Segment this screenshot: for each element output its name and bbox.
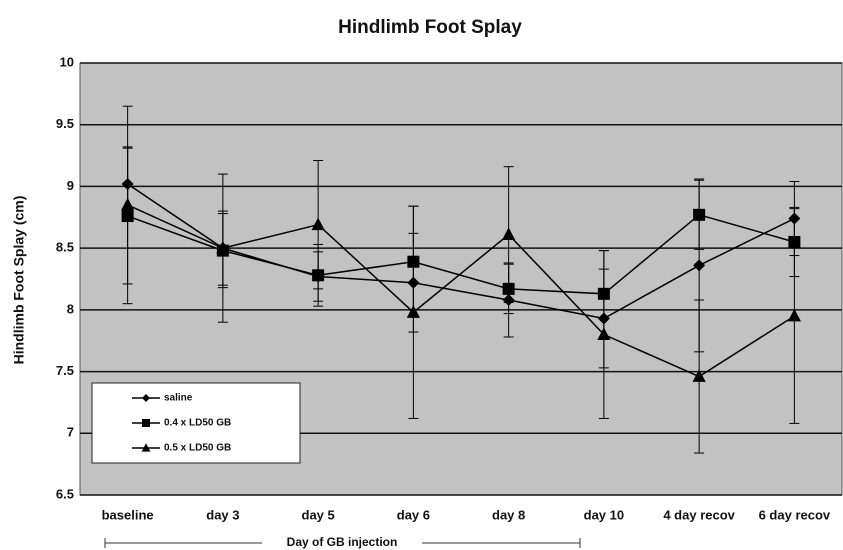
x-tick-label: day 8 <box>492 507 525 522</box>
y-tick-label: 8 <box>67 301 74 316</box>
label-background <box>262 534 422 550</box>
x-tick-label: day 5 <box>302 507 335 522</box>
y-tick-label: 8.5 <box>56 240 74 255</box>
marker <box>121 197 135 211</box>
legend <box>91 382 301 464</box>
legend-label: saline <box>164 393 193 404</box>
y-tick-label: 10 <box>60 54 74 69</box>
marker <box>502 227 516 240</box>
y-tick-label: 6.5 <box>56 486 74 501</box>
y-tick-label: 9.5 <box>56 116 74 131</box>
marker <box>216 240 230 254</box>
y-tick-label: 7 <box>67 425 74 440</box>
legend-label: 0.4 x LD50 GB <box>164 418 231 429</box>
marker <box>692 369 706 382</box>
x-tick-label: day 6 <box>397 507 430 522</box>
marker <box>693 208 706 221</box>
marker <box>406 305 420 318</box>
x-tick-label: day 3 <box>206 507 239 522</box>
series-line <box>127 204 795 378</box>
marker <box>141 443 151 452</box>
x-tick-label: 4 day recov <box>663 507 735 522</box>
x-tick-label: baseline <box>102 507 154 522</box>
x-tick-label: 6 day recov <box>759 507 831 522</box>
x-axis-label: Day of GB injection <box>287 535 398 549</box>
y-tick-label: 9 <box>67 178 74 193</box>
y-tick-label: 7.5 <box>56 363 74 378</box>
y-axis-label: Hindlimb Foot Splay (cm) <box>11 196 27 365</box>
x-tick-label: day 10 <box>584 507 624 522</box>
marker <box>142 419 150 427</box>
chart-title: Hindlimb Foot Splay <box>338 17 522 38</box>
legend-label: 0.5 x LD50 GB <box>164 443 231 454</box>
series-line <box>127 183 795 320</box>
marker <box>142 394 150 402</box>
marker <box>597 327 611 340</box>
series-line <box>127 213 795 295</box>
marker <box>693 259 706 272</box>
marker <box>311 217 325 231</box>
marker <box>787 308 801 322</box>
